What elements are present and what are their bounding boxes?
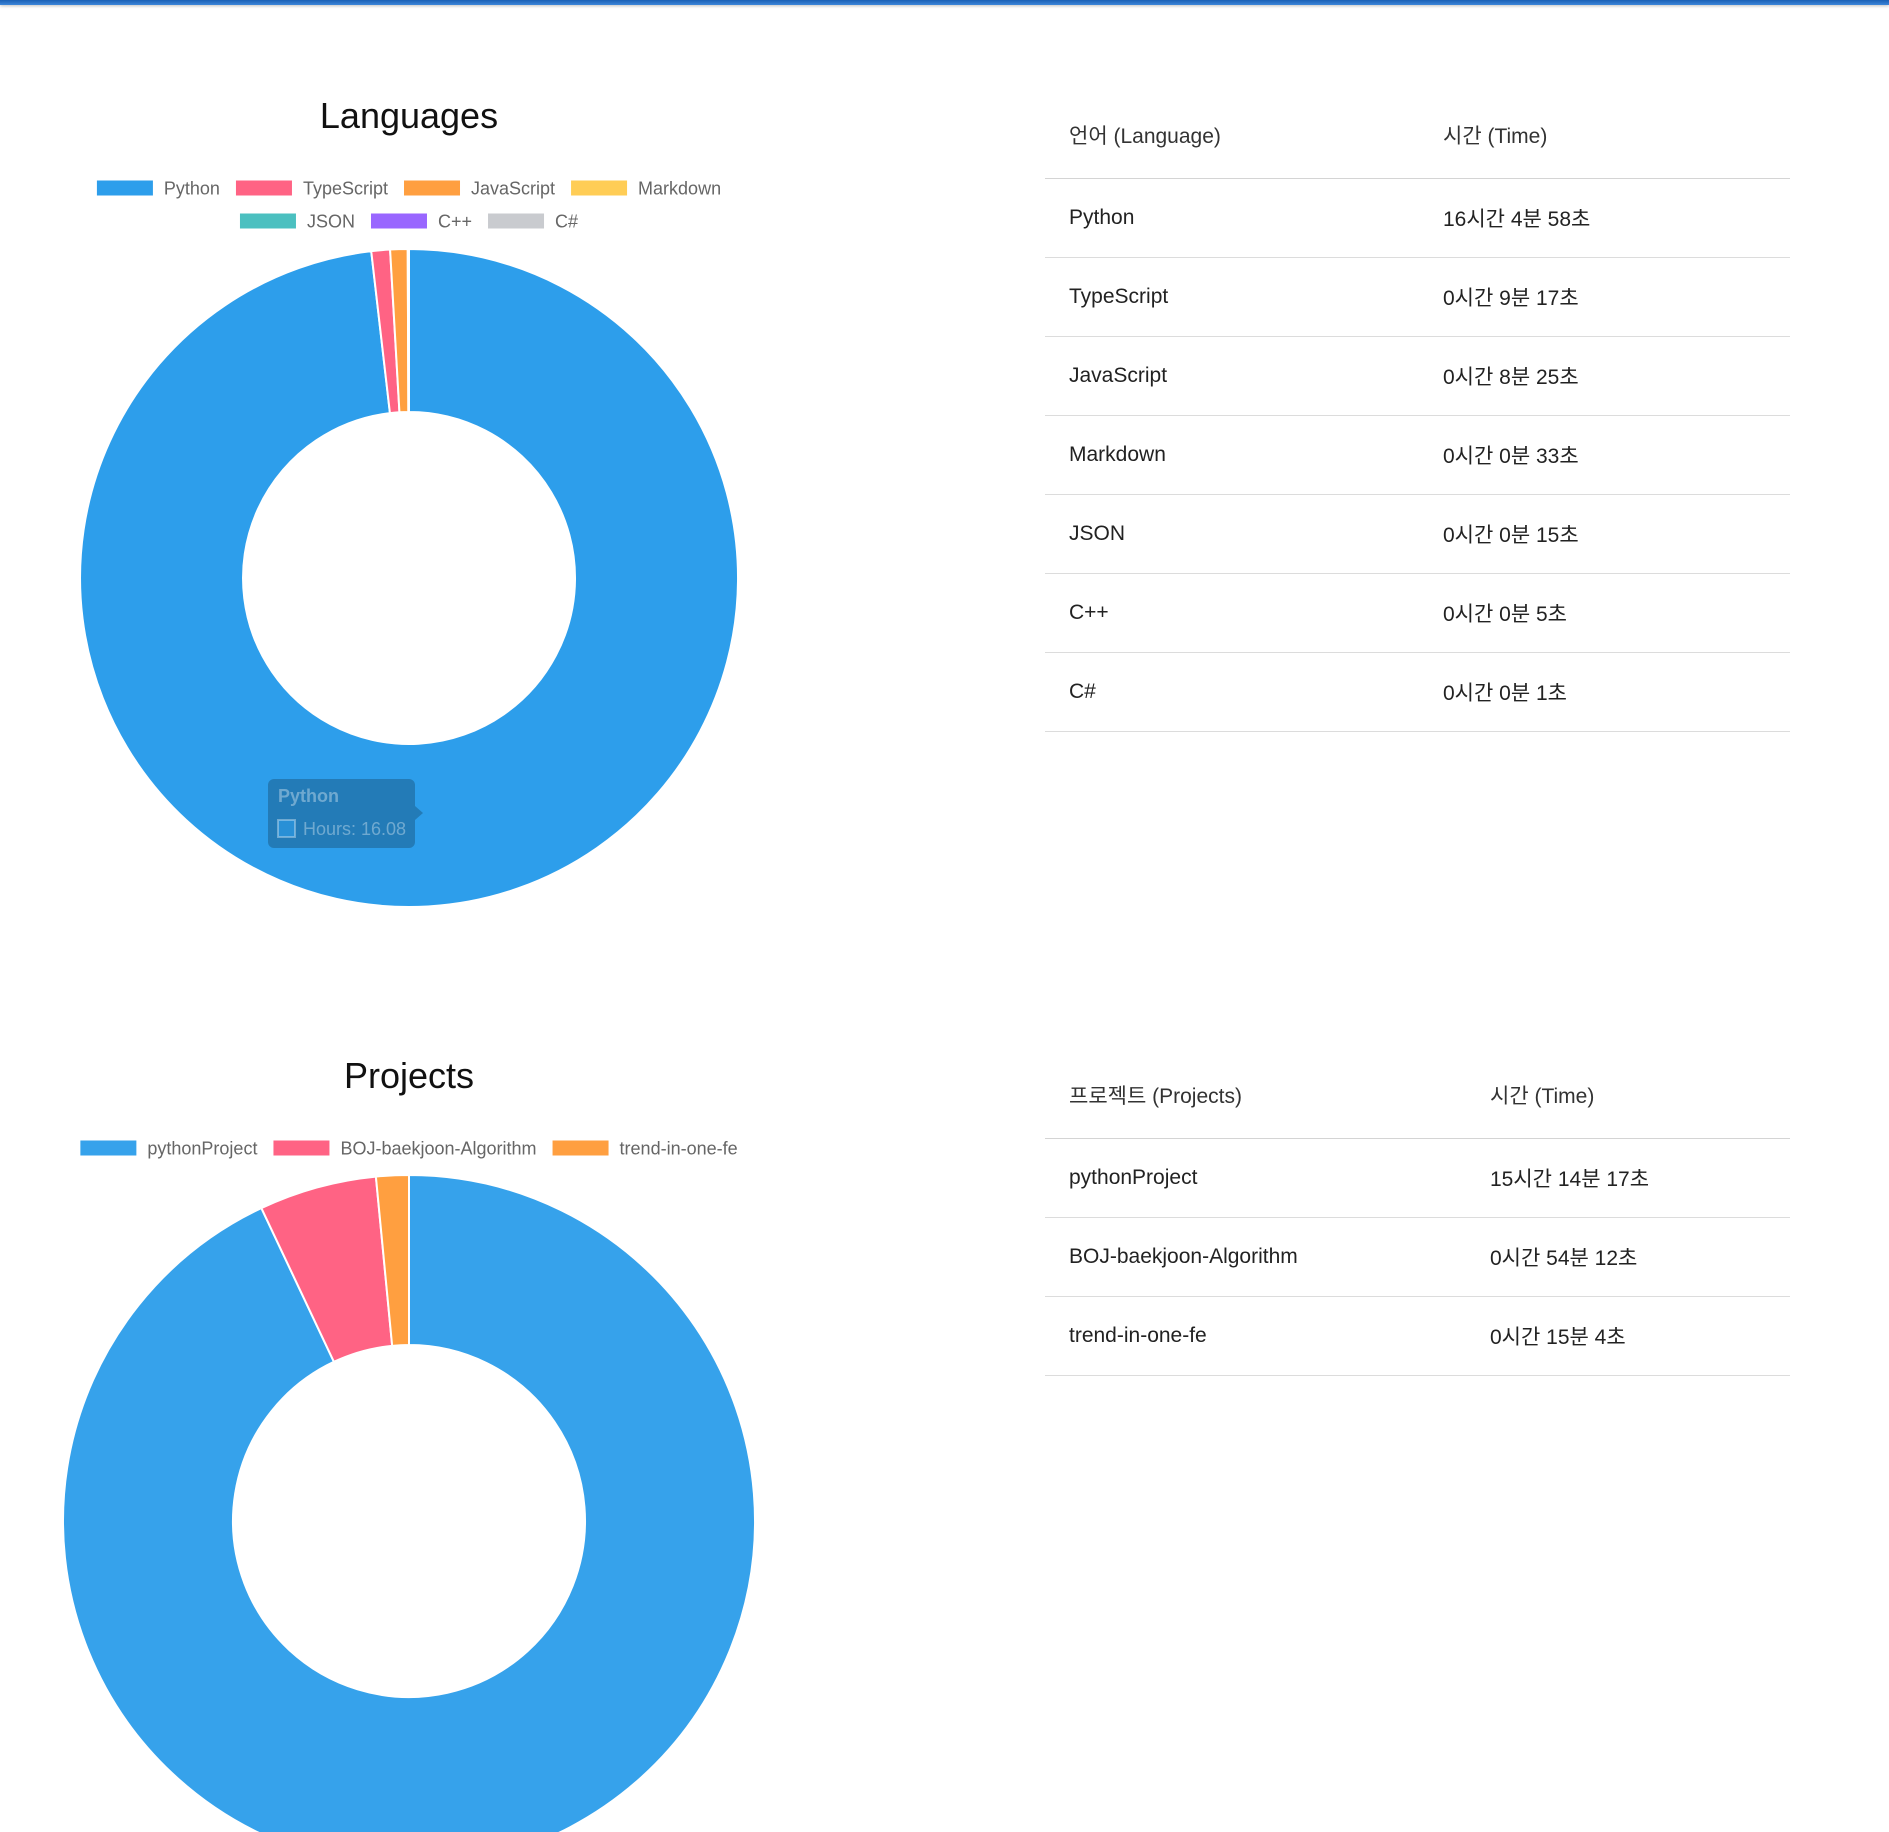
- projects-legend-swatch-boj-baekjoon-algorithm: [273, 1140, 330, 1156]
- languages-chart: Languages Python TypeScript JavaScript Mark…: [79, 95, 739, 908]
- projects-slice-trend-in-one-fe[interactable]: [374, 1173, 410, 1347]
- language-time-cell: 0시간 0분 15초: [1419, 494, 1790, 574]
- tooltip-background: [268, 779, 415, 848]
- table-row: Markdown 0시간 0분 33초: [1045, 415, 1790, 495]
- project-time-cell: 0시간 15분 4초: [1466, 1296, 1790, 1376]
- projects-legend-label-boj-baekjoon-algorithm[interactable]: BOJ-baekjoon-Algorithm: [340, 1138, 536, 1158]
- languages-legend-swatch-json: [239, 213, 296, 229]
- languages-slice-python[interactable]: [79, 247, 739, 908]
- languages-legend-label-javascript[interactable]: JavaScript: [471, 178, 555, 198]
- table-header-row: 프로젝트 (Projects) 시간 (Time): [1045, 1052, 1790, 1139]
- language-time-cell: 0시간 0분 1초: [1419, 652, 1790, 732]
- languages-legend-swatch-javascript: [404, 180, 461, 196]
- projects-slice-pythonproject[interactable]: [62, 1173, 756, 1832]
- project-name-cell: BOJ-baekjoon-Algorithm: [1045, 1217, 1466, 1297]
- language-name-cell: Markdown: [1045, 415, 1419, 495]
- languages-legend-label-python[interactable]: Python: [164, 178, 220, 198]
- languages-legend-label-markdown[interactable]: Markdown: [638, 178, 721, 198]
- languages-legend-label-cpp[interactable]: C++: [438, 211, 472, 231]
- project-time-cell: 15시간 14분 17초: [1466, 1138, 1790, 1218]
- languages-legend-swatch-typescript: [235, 180, 292, 196]
- languages-slice-markdown[interactable]: [406, 247, 410, 414]
- project-column-header: 프로젝트 (Projects): [1045, 1052, 1466, 1139]
- projects-legend-label-trend-in-one-fe[interactable]: trend-in-one-fe: [620, 1138, 738, 1158]
- tooltip-caret: [415, 806, 423, 820]
- projects-chart: Projects pythonProject BOJ-baekjoon-Algor…: [62, 1055, 756, 1832]
- tooltip-color-swatch: [277, 819, 296, 838]
- languages-legend-swatch-python: [96, 180, 153, 196]
- language-name-cell: JSON: [1045, 494, 1419, 574]
- languages-legend-label-json[interactable]: JSON: [307, 211, 355, 231]
- language-time-cell: 0시간 8분 25초: [1419, 336, 1790, 416]
- language-time-cell: 0시간 0분 33초: [1419, 415, 1790, 495]
- language-column-header: 언어 (Language): [1045, 92, 1419, 179]
- languages-legend-label-csharp[interactable]: C#: [555, 211, 578, 231]
- projects-legend-swatch-pythonproject: [80, 1140, 137, 1156]
- languages-legend-swatch-csharp: [488, 213, 545, 229]
- languages-legend: Python TypeScript JavaScript Markdown JSON C+…: [96, 178, 721, 231]
- languages-chart-title: Languages: [320, 95, 498, 136]
- table-row: Python 16시간 4분 58초: [1045, 178, 1790, 258]
- projects-legend-label-pythonproject[interactable]: pythonProject: [147, 1138, 257, 1158]
- languages-tooltip: Python Hours: 16.08: [268, 779, 423, 848]
- top-accent-bar: [0, 0, 1889, 5]
- time-column-header: 시간 (Time): [1466, 1052, 1790, 1139]
- languages-legend-label-typescript[interactable]: TypeScript: [303, 178, 388, 198]
- language-name-cell: C++: [1045, 573, 1419, 653]
- table-row: pythonProject 15시간 14분 17초: [1045, 1138, 1790, 1218]
- projects-table: 프로젝트 (Projects) 시간 (Time) pythonProject …: [1045, 1052, 1790, 1376]
- table-row: trend-in-one-fe 0시간 15분 4초: [1045, 1296, 1790, 1376]
- table-row: C++ 0시간 0분 5초: [1045, 573, 1790, 653]
- projects-legend-swatch-trend-in-one-fe: [552, 1140, 609, 1156]
- projects-chart-title: Projects: [344, 1055, 474, 1096]
- tooltip-title: Python: [278, 786, 339, 806]
- language-time-cell: 16시간 4분 58초: [1419, 178, 1790, 258]
- projects-slices: [62, 1173, 756, 1832]
- table-row: C# 0시간 0분 1초: [1045, 652, 1790, 732]
- table-header-row: 언어 (Language) 시간 (Time): [1045, 92, 1790, 179]
- languages-legend-swatch-cpp: [370, 213, 427, 229]
- language-name-cell: JavaScript: [1045, 336, 1419, 416]
- tooltip-label: Hours: 16.08: [303, 819, 406, 839]
- table-row: TypeScript 0시간 9분 17초: [1045, 257, 1790, 337]
- time-column-header: 시간 (Time): [1419, 92, 1790, 179]
- languages-slices: [79, 247, 739, 908]
- table-row: JavaScript 0시간 8분 25초: [1045, 336, 1790, 416]
- language-time-cell: 0시간 9분 17초: [1419, 257, 1790, 337]
- language-name-cell: Python: [1045, 178, 1419, 258]
- languages-legend-swatch-markdown: [571, 180, 628, 196]
- table-row: BOJ-baekjoon-Algorithm 0시간 54분 12초: [1045, 1217, 1790, 1297]
- project-time-cell: 0시간 54분 12초: [1466, 1217, 1790, 1297]
- language-time-cell: 0시간 0분 5초: [1419, 573, 1790, 653]
- language-name-cell: TypeScript: [1045, 257, 1419, 337]
- project-name-cell: trend-in-one-fe: [1045, 1296, 1466, 1376]
- projects-legend: pythonProject BOJ-baekjoon-Algorithm trend…: [80, 1138, 738, 1158]
- table-row: JSON 0시간 0분 15초: [1045, 494, 1790, 574]
- project-name-cell: pythonProject: [1045, 1138, 1466, 1218]
- language-name-cell: C#: [1045, 652, 1419, 732]
- languages-table: 언어 (Language) 시간 (Time) Python 16시간 4분 5…: [1045, 92, 1790, 732]
